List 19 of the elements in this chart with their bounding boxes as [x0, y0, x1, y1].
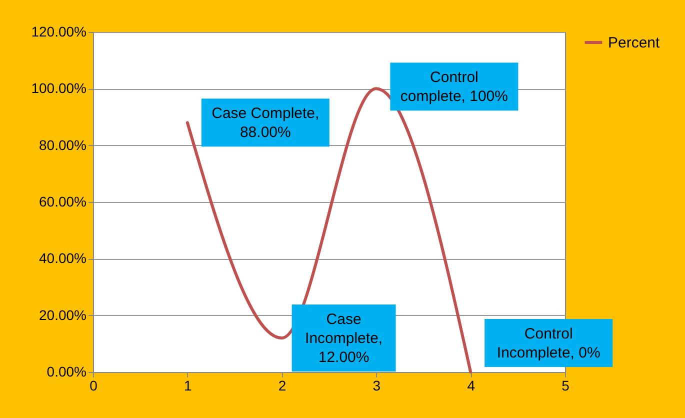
annotation: Control complete, 100% — [400, 69, 508, 106]
x-tick-label: 4 — [467, 378, 476, 394]
x-tick-label: 1 — [184, 378, 192, 394]
annotation: Case Incomplete, 12.00% — [305, 311, 383, 366]
legend-label: Percent — [608, 34, 661, 52]
line-series — [186, 87, 472, 374]
x-tick-label: 5 — [562, 378, 570, 394]
y-tick-label: 120.00% — [31, 24, 86, 40]
y-tick-label: 80.00% — [39, 136, 86, 153]
x-tick-label: 2 — [278, 378, 286, 394]
y-tick-label: 100.00% — [31, 80, 86, 96]
annotation: Control Incomplete, 0% — [496, 326, 600, 362]
y-tick-label: 60.00% — [39, 194, 86, 210]
x-tick-label: 0 — [90, 378, 98, 394]
x-tick-label: 3 — [372, 378, 381, 394]
y-tick-label: 0.00% — [46, 364, 86, 380]
y-tick-label: 40.00% — [39, 250, 86, 266]
y-tick-label: 20.00% — [39, 306, 86, 323]
annotation: Case Complete, 88.00% — [212, 105, 320, 142]
